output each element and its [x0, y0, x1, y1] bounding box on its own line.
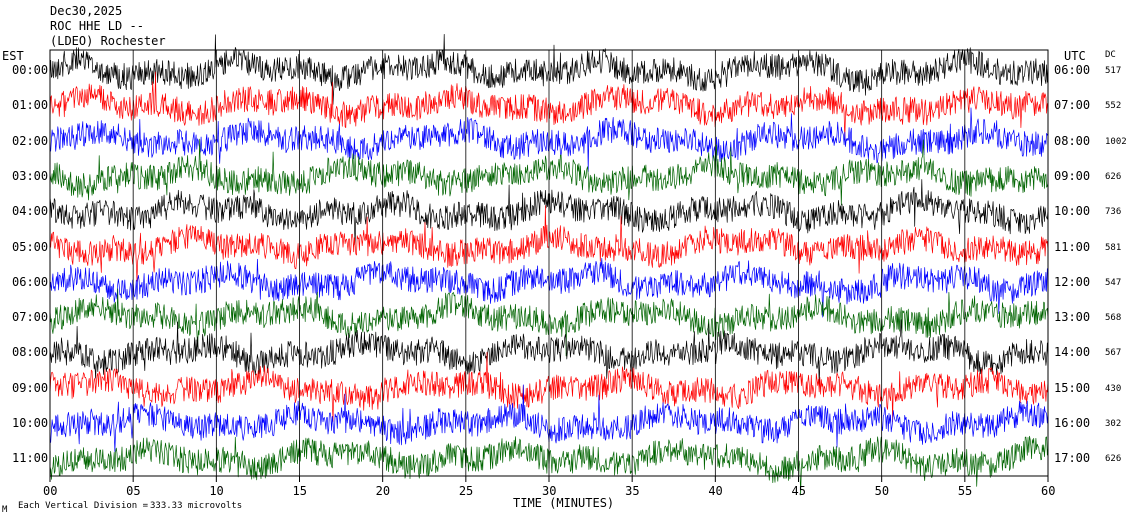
est-label: 06:00 [12, 274, 49, 289]
footnote-mark: M [2, 505, 8, 515]
dc-value: 626 [1105, 454, 1122, 465]
dc-value: 430 [1105, 383, 1122, 394]
utc-label: 17:00 [1054, 451, 1091, 466]
dc-value: 552 [1105, 101, 1122, 112]
x-tick-label: 15 [292, 484, 307, 498]
est-label: 02:00 [12, 133, 49, 148]
dc-value: 302 [1105, 419, 1122, 429]
x-tick-label: 10 [209, 484, 224, 498]
left-axis-label: EST [2, 49, 24, 63]
est-label: 09:00 [12, 380, 49, 395]
utc-label: 10:00 [1054, 204, 1091, 219]
scale-note: Each Vertical Division = [18, 501, 149, 511]
utc-label: 11:00 [1054, 239, 1091, 254]
plot-axes [49, 49, 1049, 482]
utc-label: 07:00 [1054, 98, 1091, 113]
x-tick-label: 30 [542, 484, 557, 498]
est-label: 07:00 [12, 310, 49, 325]
est-label: 11:00 [12, 451, 49, 466]
utc-label: 13:00 [1054, 310, 1091, 325]
est-label: 04:00 [12, 204, 49, 219]
dc-value: 626 [1105, 171, 1122, 182]
dc-header: DC [1105, 50, 1116, 60]
utc-label: 14:00 [1054, 345, 1091, 360]
dc-value: 517 [1105, 66, 1122, 76]
est-label: 05:00 [12, 239, 49, 254]
x-tick-label: 35 [625, 484, 640, 498]
dc-value: 567 [1105, 348, 1122, 359]
est-label: 00:00 [12, 63, 49, 77]
x-tick-label: 05 [126, 484, 141, 498]
x-tick-label: 50 [874, 484, 890, 498]
utc-label: 08:00 [1054, 133, 1091, 148]
dc-value: 1002 [1105, 136, 1127, 147]
est-label: 08:00 [12, 345, 49, 360]
chart-station: ROC HHE LD -- [50, 19, 144, 33]
x-tick-label: 60 [1041, 484, 1056, 498]
right-axis-label: UTC [1064, 49, 1086, 63]
chart-network: (LDEO) Rochester [50, 34, 166, 48]
scale-value: 333.33 microvolts [150, 501, 243, 511]
x-axis-title: TIME (MINUTES) [513, 496, 615, 510]
chart-date: Dec30,2025 [50, 4, 123, 18]
x-tick-label: 20 [375, 484, 391, 498]
dc-value: 581 [1105, 242, 1122, 253]
x-tick-label: 25 [458, 484, 474, 498]
x-tick-label: 40 [708, 484, 723, 498]
utc-label: 16:00 [1054, 416, 1091, 430]
utc-label: 15:00 [1054, 380, 1091, 395]
x-tick-label: 55 [957, 484, 973, 498]
est-label: 01:00 [12, 98, 49, 113]
dc-value: 736 [1105, 207, 1122, 218]
x-tick-label: 00 [43, 484, 58, 498]
utc-label: 06:00 [1054, 63, 1091, 77]
est-label: 10:00 [12, 416, 49, 430]
x-tick-label: 45 [791, 484, 806, 498]
dc-value: 568 [1105, 313, 1122, 324]
utc-label: 12:00 [1054, 274, 1091, 289]
dc-value: 547 [1105, 277, 1122, 288]
utc-label: 09:00 [1054, 168, 1091, 183]
est-label: 03:00 [12, 168, 49, 183]
